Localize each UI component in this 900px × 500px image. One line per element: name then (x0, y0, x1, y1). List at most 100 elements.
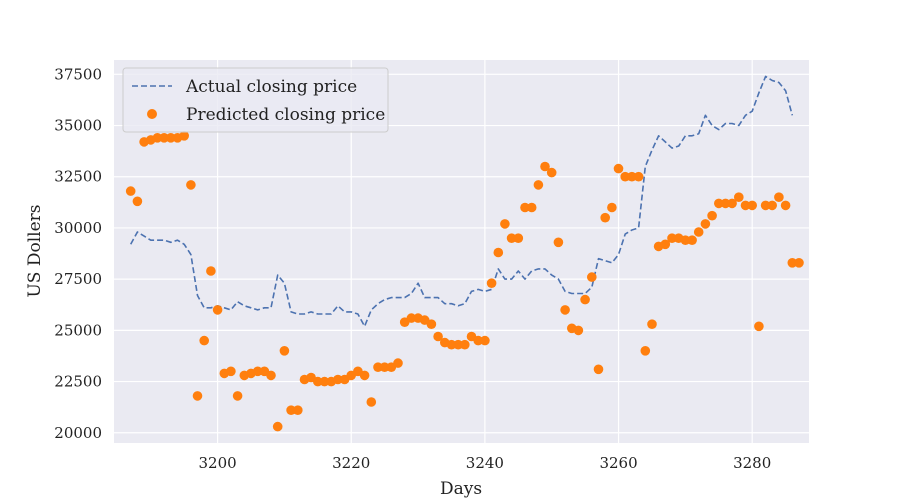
predicted-price-point (460, 339, 470, 350)
predicted-price-point (687, 235, 697, 245)
predicted-price-point (319, 376, 330, 387)
predicted-price-point (620, 171, 630, 182)
y-tick-label: 37500 (54, 65, 102, 83)
predicted-price-point (226, 366, 236, 377)
predicted-price-point (206, 266, 216, 276)
x-tick-labels: 3200 3220 3240 3260 3280 (198, 454, 771, 472)
predicted-price-point (266, 370, 276, 381)
predicted-price-point (406, 313, 417, 323)
legend: Actual closing price Predicted closing p… (122, 67, 389, 133)
predicted-price-point (506, 233, 517, 243)
predicted-price-point (600, 212, 610, 223)
predicted-price-point (179, 131, 189, 141)
y-tick-label: 35000 (54, 117, 102, 135)
predicted-price-point (700, 219, 711, 229)
predicted-price-point (560, 305, 570, 315)
predicted-price-point (446, 339, 457, 350)
predicted-price-point (379, 362, 390, 373)
legend-box (122, 67, 389, 133)
legend-label-predicted: Predicted closing price (186, 105, 385, 125)
y-tick-label: 32500 (54, 168, 102, 186)
predicted-price-point (373, 362, 383, 373)
y-axis-label: US Dollers (25, 204, 45, 297)
series-actual-closing-price (129, 75, 794, 328)
legend-swatch-predicted (147, 109, 157, 119)
predicted-price-point (607, 202, 617, 213)
predicted-price-point (693, 227, 704, 237)
predicted-price-point (132, 196, 143, 207)
predicted-price-point (493, 247, 504, 258)
predicted-price-point (473, 335, 484, 346)
predicted-price-point (359, 370, 370, 381)
predicted-price-point (293, 405, 303, 416)
predicted-price-point (774, 192, 784, 202)
predicted-price-point (540, 161, 550, 172)
predicted-price-point (480, 335, 490, 346)
predicted-price-point (546, 167, 557, 178)
predicted-price-point (486, 278, 497, 289)
predicted-price-point (720, 198, 731, 209)
predicted-price-point (159, 133, 169, 143)
predicted-price-point (453, 339, 464, 350)
grid-lines (114, 60, 809, 443)
predicted-price-point (232, 391, 243, 401)
predicted-price-point (313, 376, 323, 387)
predicted-price-point (333, 374, 343, 385)
predicted-price-point (573, 325, 584, 336)
predicted-price-point (633, 171, 644, 182)
predicted-price-point (526, 202, 537, 213)
x-tick-label: 3280 (733, 454, 771, 472)
predicted-price-point (734, 192, 744, 202)
x-tick-label: 3220 (332, 454, 370, 472)
y-tick-label: 20000 (54, 424, 102, 442)
predicted-price-point (587, 272, 597, 282)
predicted-price-point (520, 202, 530, 213)
predicted-price-point (727, 198, 737, 209)
x-tick-label: 3260 (599, 454, 637, 472)
predicted-price-point (754, 321, 764, 332)
predicted-price-point (747, 200, 757, 211)
actual-price-line (129, 75, 794, 328)
predicted-price-point (787, 258, 798, 268)
predicted-price-point (553, 237, 564, 248)
predicted-price-point (393, 358, 403, 368)
predicted-price-point (667, 233, 677, 243)
predicted-price-point (707, 210, 717, 221)
x-tick-label: 3200 (198, 454, 236, 472)
predicted-price-point (740, 200, 751, 211)
predicted-price-point (125, 186, 136, 196)
predicted-price-point (166, 133, 176, 143)
legend-label-actual: Actual closing price (185, 77, 357, 97)
y-tick-label: 25000 (54, 321, 102, 339)
predicted-price-point (192, 391, 203, 401)
predicted-price-point (794, 258, 804, 268)
y-tick-labels: 20000 22500 25000 27500 30000 32500 35000 37500 (54, 65, 102, 441)
predicted-price-point (613, 163, 624, 174)
predicted-price-point (366, 397, 377, 407)
predicted-price-point (593, 364, 604, 375)
predicted-price-point (199, 335, 209, 346)
predicted-price-point (533, 180, 544, 190)
predicted-price-point (272, 421, 283, 432)
predicted-price-point (640, 346, 651, 356)
y-tick-label: 22500 (54, 373, 102, 391)
predicted-price-point (252, 366, 263, 377)
predicted-price-point (186, 180, 196, 190)
predicted-price-point (513, 233, 524, 243)
predicted-price-point (660, 239, 671, 250)
predicted-price-point (212, 305, 223, 315)
predicted-price-point (767, 200, 777, 211)
predicted-price-point (760, 200, 771, 211)
predicted-price-point (433, 331, 443, 342)
predicted-price-point (714, 198, 724, 209)
x-axis-label: Days (440, 479, 482, 499)
x-tick-label: 3240 (466, 454, 504, 472)
y-tick-label: 27500 (54, 270, 102, 288)
predicted-price-point (680, 235, 691, 245)
series-predicted-closing-price (125, 131, 804, 432)
predicted-price-point (279, 346, 290, 356)
predicted-price-point (426, 319, 437, 330)
predicted-price-point (627, 171, 637, 182)
predicted-price-point (647, 319, 657, 330)
